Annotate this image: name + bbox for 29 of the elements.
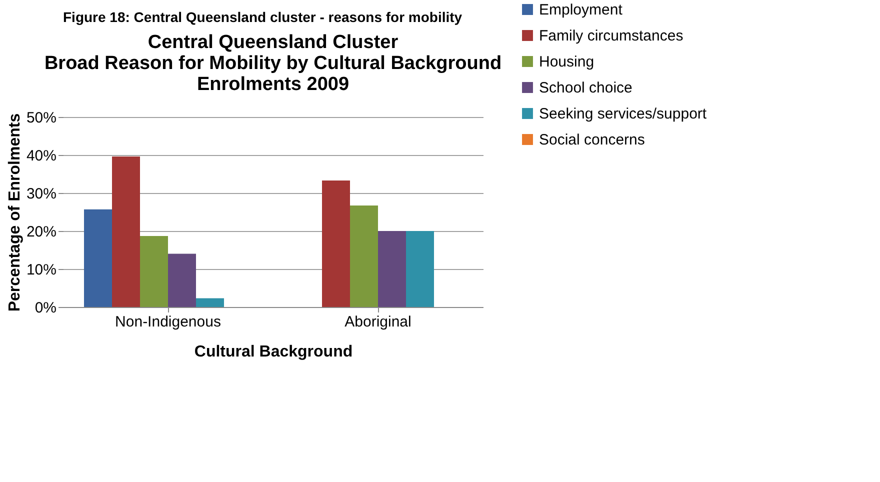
bar [112, 156, 140, 307]
bar [196, 298, 224, 307]
caption: Figure 18: Central Queensland cluster - reasons for mobility [63, 9, 462, 25]
text: Broad Reason for Mobility by Cultural Background [44, 53, 502, 74]
legend-label: Seeking services/support [539, 106, 708, 122]
legend-label: Family circumstances [539, 28, 684, 44]
bar [322, 180, 350, 307]
bar [84, 209, 112, 307]
bar [350, 206, 378, 307]
x-tick-label: Non-Indigenous [115, 314, 221, 330]
y-tick-label: 0% [34, 300, 56, 316]
bar [406, 231, 434, 307]
y-tick-label: 50% [26, 110, 56, 126]
legend-label: Housing [539, 54, 594, 70]
legend-label: Employment [539, 2, 624, 18]
text: Central Queensland Cluster [148, 32, 398, 53]
bar [140, 236, 168, 307]
y-tick-label: 10% [26, 262, 56, 278]
y-tick-label: 40% [26, 148, 56, 164]
bar [168, 254, 196, 307]
y-tick-label: 30% [26, 186, 56, 202]
y-tick-label: 20% [26, 224, 56, 240]
legend-label: School choice [539, 80, 632, 96]
bar [378, 231, 406, 307]
y-axis-title: Percentage of Enrolments [6, 113, 24, 312]
x-axis-title: Cultural Background [194, 344, 353, 360]
x-tick-label: Aboriginal [344, 314, 412, 330]
legend-label: Social concerns [539, 132, 645, 148]
text: Enrolments 2009 [196, 74, 350, 95]
